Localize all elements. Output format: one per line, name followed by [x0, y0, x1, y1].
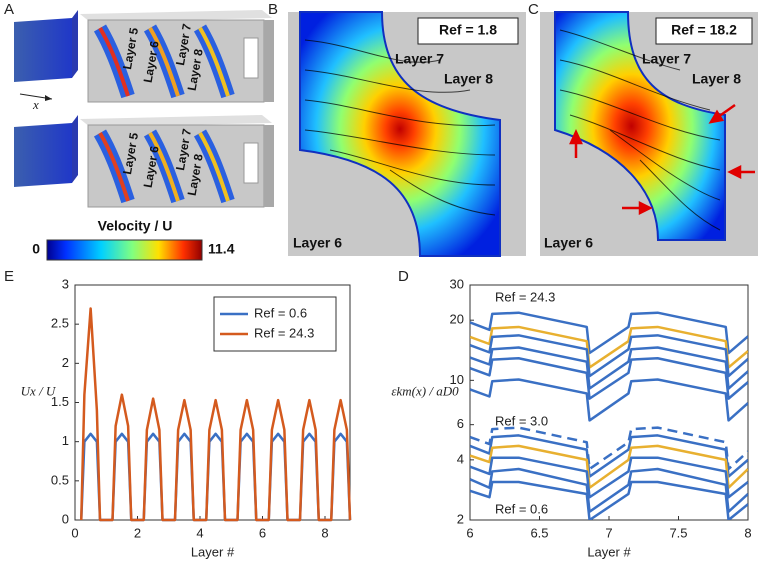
device-bottom: [14, 115, 274, 208]
layer-label: Layer 7: [395, 51, 444, 67]
annotation: Ref = 3.0: [495, 413, 548, 428]
y-tick-label: 0: [62, 511, 69, 526]
x-tick-label: 6: [259, 525, 266, 540]
panel-letter: A: [4, 1, 14, 18]
y-tick-label: 2.5: [51, 316, 69, 331]
legend-box: [213, 296, 337, 352]
line-series: [470, 434, 748, 478]
x-tick-label: 6: [466, 525, 473, 540]
layer-label: Layer 8: [692, 71, 741, 87]
x-tick-label: 8: [744, 525, 751, 540]
x-tick-label: 6.5: [530, 525, 548, 540]
y-tick-label: 1.5: [51, 394, 69, 409]
panel-letter: C: [528, 1, 539, 18]
layer-label: Layer 6: [544, 235, 593, 251]
line-series: [470, 444, 748, 490]
layer-label: Layer 7: [642, 51, 691, 67]
line-series: [470, 346, 748, 390]
colorbar-label: Velocity / U: [98, 218, 173, 234]
annotation: Ref = 24.3: [495, 289, 555, 304]
arrows: [569, 103, 755, 216]
panel-letter: E: [4, 268, 14, 285]
line-series: [470, 480, 748, 520]
streamlines: [559, 29, 721, 231]
axis-symbol: x: [32, 97, 39, 112]
y-tick-label: 2: [62, 355, 69, 370]
y-tick-label: 4: [457, 451, 464, 466]
legend-label: Ref = 0.6: [254, 305, 307, 320]
colorbar-max: 11.4: [208, 241, 235, 257]
layer-label: Layer 6: [293, 235, 342, 251]
y-tick-label: 3: [62, 276, 69, 291]
line-series: [470, 426, 748, 471]
flow-field: [299, 11, 501, 257]
re-box: [417, 17, 519, 45]
line-series: [470, 467, 748, 513]
y-tick-label: 20: [450, 312, 464, 327]
colorbar-min: 0: [32, 241, 40, 257]
x-tick-label: 0: [71, 525, 78, 540]
y-axis-label: Ux / U: [21, 383, 57, 398]
series-group: [80, 307, 352, 522]
y-tick-label: 0.5: [51, 472, 69, 487]
re-label: Ref = 18.2: [671, 22, 737, 38]
line-series: [80, 432, 352, 522]
line-series: [470, 456, 748, 499]
y-tick-label: 10: [450, 372, 464, 387]
y-tick-label: 6: [457, 416, 464, 431]
x-axis-label: Layer #: [587, 544, 631, 559]
device-top: [14, 10, 274, 103]
x-tick-label: 8: [321, 525, 328, 540]
y-tick-label: 30: [450, 276, 464, 291]
colorbar: [46, 239, 203, 261]
x-tick-label: 7: [605, 525, 612, 540]
re-box: [655, 17, 753, 45]
line-series: [80, 307, 352, 522]
streamlines: [304, 39, 496, 216]
panel-letter: B: [268, 1, 278, 18]
arrowhead: [45, 95, 52, 101]
x-axis-label: Layer #: [191, 544, 235, 559]
y-axis-label: εkm(x) / aD0: [391, 383, 459, 398]
series-group: [470, 311, 748, 520]
line-series: [470, 334, 748, 378]
line-series: [470, 325, 748, 369]
panel-letter: D: [398, 268, 409, 285]
line-series: [470, 311, 748, 355]
line-series: [470, 378, 748, 422]
y-tick-label: 2: [457, 511, 464, 526]
line-series: [470, 356, 748, 400]
x-tick-label: 7.5: [669, 525, 687, 540]
annotation: Ref = 0.6: [495, 501, 548, 516]
x-tick-label: 4: [196, 525, 203, 540]
re-label: Ref = 1.8: [439, 22, 497, 38]
flow-field: [554, 11, 726, 241]
x-tick-label: 2: [134, 525, 141, 540]
y-tick-label: 1: [62, 433, 69, 448]
legend-label: Ref = 24.3: [254, 325, 314, 340]
layer-label: Layer 8: [444, 71, 493, 87]
